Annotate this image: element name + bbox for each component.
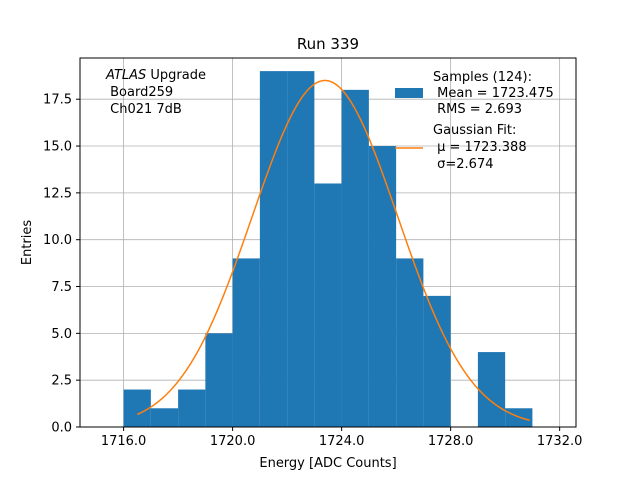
annotation-line-3: Ch021 7dB	[106, 102, 182, 117]
histogram-bar	[396, 258, 424, 427]
x-tick-label: 1720.0	[210, 434, 256, 449]
atlas-annotation: ATLAS Upgrade Board259 Ch021 7dB	[105, 68, 206, 117]
legend-samples-line-1: Samples (124):	[433, 70, 532, 85]
y-tick-label: 10.0	[43, 233, 72, 248]
x-tick-label: 1724.0	[319, 434, 365, 449]
legend-samples-line-2: Mean = 1723.475	[433, 86, 554, 101]
y-tick-label: 0.0	[51, 421, 72, 436]
histogram-bar	[341, 89, 369, 427]
annotation-line-1: ATLAS Upgrade	[105, 68, 206, 83]
histogram-bar	[150, 408, 179, 427]
legend-fit-line-1: Gaussian Fit:	[433, 123, 516, 138]
histogram-bar	[314, 183, 342, 427]
legend-samples-line-3: RMS = 2.693	[433, 102, 522, 117]
y-tick-label: 7.5	[51, 280, 72, 295]
y-axis-ticks: 0.0 2.5 5.0 7.5 10.0 12.5 15.0 17.5	[43, 93, 80, 436]
y-tick-label: 12.5	[43, 186, 72, 201]
histogram-bars	[123, 71, 533, 428]
histogram-bar	[232, 258, 260, 427]
x-tick-label: 1728.0	[428, 434, 474, 449]
x-tick-label: 1732.0	[537, 434, 583, 449]
x-axis-label: Energy [ADC Counts]	[259, 456, 396, 471]
histogram-bar	[423, 295, 451, 427]
histogram-bar	[368, 146, 397, 428]
gaussian-fit-curve	[136, 79, 530, 422]
histogram-bar	[123, 389, 151, 427]
annotation-line-2: Board259	[106, 85, 173, 100]
plot-frame	[79, 57, 577, 428]
histogram-bar	[178, 389, 206, 427]
histogram-bar	[205, 333, 233, 427]
legend: Samples (124): Mean = 1723.475 RMS = 2.6…	[395, 70, 554, 172]
histogram-bar	[477, 352, 506, 427]
histogram-bar	[259, 71, 288, 428]
x-axis-ticks: 1716.0 1720.0 1724.0 1728.0 1732.0	[101, 427, 583, 449]
legend-fit-line-3: σ=2.674	[433, 157, 493, 172]
histogram-bar	[287, 71, 315, 428]
y-tick-label: 17.5	[43, 93, 72, 108]
y-tick-label: 15.0	[43, 140, 72, 155]
x-tick-label: 1716.0	[101, 434, 147, 449]
legend-samples-swatch	[395, 88, 423, 98]
y-axis-label: Entries	[20, 220, 35, 266]
chart-title: Run 339	[297, 35, 359, 53]
legend-fit-line-2: μ = 1723.388	[433, 140, 527, 155]
y-tick-label: 2.5	[51, 374, 72, 389]
fit-curve-layer	[136, 79, 530, 422]
y-tick-label: 5.0	[51, 327, 72, 342]
